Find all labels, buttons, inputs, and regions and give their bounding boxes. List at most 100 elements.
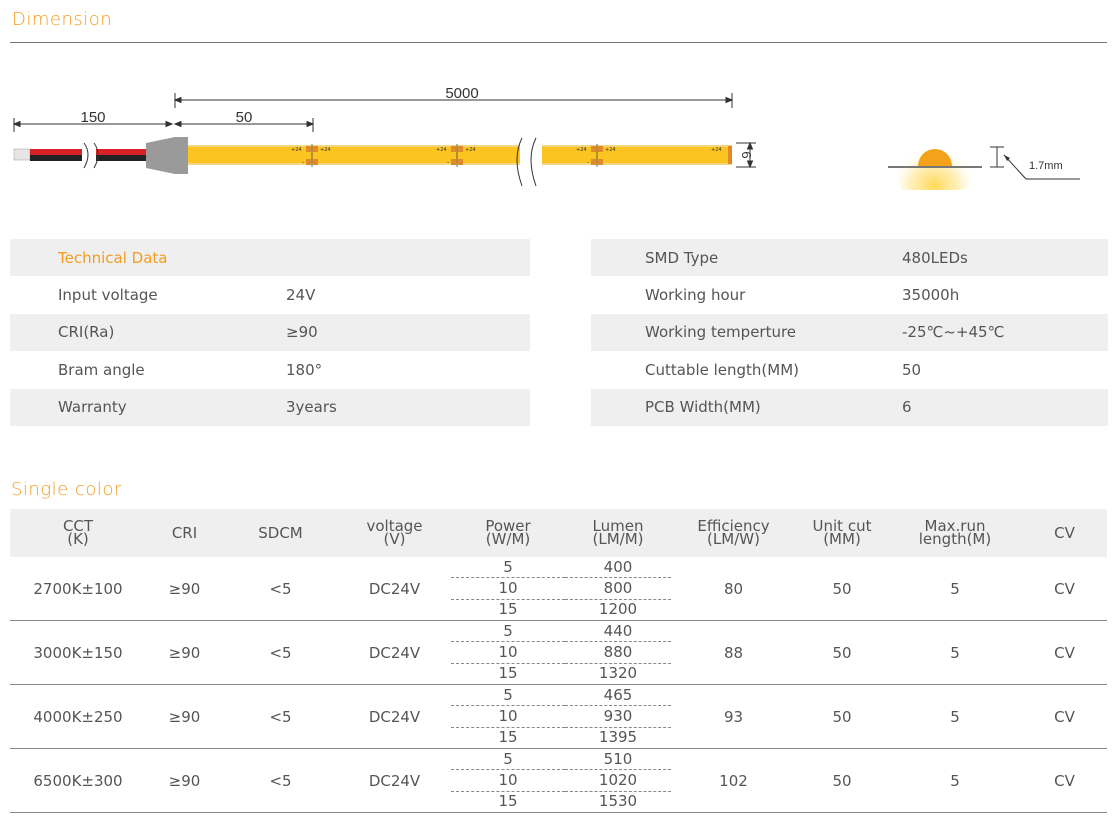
cut-pad: +24 +24- (436, 144, 476, 167)
strip-width-label: 6 (739, 151, 754, 158)
table-header-row: CCT (K) CRI SDCM voltage (V) Power (W/M) Lumen (L… (10, 509, 1107, 557)
pad-plus-label: +24 (291, 147, 302, 153)
single-color-table: CCT (K) CRI SDCM voltage (V) Power (W/M) Lumen (L… (10, 509, 1107, 813)
spec-value: 35000h (902, 286, 960, 305)
lumen-cell: 510 1020 1530 (565, 749, 671, 813)
voltage-cell: DC24V (368, 707, 421, 726)
unit-cut-cell: 50 (832, 771, 852, 790)
sdcm-cell: <5 (269, 771, 292, 790)
spec-row: Cuttable length(MM) 50 (591, 351, 1108, 388)
power-value: 15 (451, 662, 565, 684)
efficiency-cell: 93 (723, 707, 744, 726)
lumen-cell: 465 930 1395 (565, 685, 671, 749)
column-header-line1: Unit cut (812, 517, 872, 535)
pad-plus-label: +24 (320, 147, 331, 153)
spec-value: 6 (902, 388, 1108, 426)
voltage-cell: DC24V (368, 643, 421, 662)
lumen-value: 1200 (565, 598, 671, 620)
phosphor-dome (918, 149, 952, 166)
spec-value: 3years (286, 388, 530, 426)
column-header-line1: SDCM (258, 523, 303, 542)
max-run-cell: 5 (950, 643, 960, 662)
spec-value: ≥90 (286, 313, 530, 352)
pad-plus-label: +24 (711, 147, 722, 153)
pad-minus-label: - (587, 159, 589, 166)
max-run-cell: 5 (950, 771, 960, 790)
max-run-cell: 5 (950, 579, 960, 598)
column-header-line2: (K) (67, 530, 89, 548)
sdcm-cell: <5 (269, 579, 292, 598)
power-value: 5 (503, 621, 513, 640)
spec-label: Bram angle (58, 360, 145, 379)
pad-plus-label: +24 (605, 147, 616, 153)
cv-cell: CV (1054, 707, 1075, 726)
power-value: 10 (451, 769, 565, 790)
efficiency-cell: 88 (723, 643, 744, 662)
column-header: Power (W/M) (451, 509, 565, 557)
spec-value: 480LEDs (902, 239, 1108, 277)
voltage-cell: DC24V (368, 771, 421, 790)
spec-value: 180° (286, 360, 323, 379)
spec-label: CRI(Ra) (10, 313, 286, 352)
lumen-value: 440 (603, 621, 633, 640)
power-value: 15 (451, 790, 565, 812)
column-header-line1: CCT (62, 517, 94, 535)
spec-row: Input voltage 24V (10, 276, 530, 313)
efficiency-cell: 80 (723, 579, 744, 598)
spec-value: 24V (286, 286, 316, 305)
table-row: 6500K±300 ≥90 <5 DC24V 5 10 15 510 1020 1530 102 50… (10, 749, 1107, 813)
spec-label: Cuttable length(MM) (645, 360, 800, 379)
cct-cell: 4000K±250 (33, 707, 123, 726)
efficiency-cell: 102 (719, 771, 748, 790)
lumen-value: 1530 (565, 790, 671, 812)
pad-minus-label: - (447, 159, 449, 166)
technical-data-heading: Technical Data (10, 239, 530, 277)
cut-pad: +24 +24- (291, 144, 331, 167)
lumen-cell: 440 880 1320 (565, 621, 671, 685)
wire-length-label: 150 (80, 109, 105, 126)
column-header: CV (1022, 509, 1107, 557)
lumen-value: 510 (603, 749, 633, 768)
power-cell: 5 10 15 (451, 557, 565, 621)
power-value: 5 (503, 749, 513, 768)
spec-row: Warranty 3years (10, 388, 530, 426)
cut-length-label: 50 (236, 109, 253, 126)
spec-label: Working temperture (591, 313, 902, 352)
column-header: Unit cut (MM) (796, 509, 888, 557)
overall-length-label: 5000 (445, 85, 478, 102)
column-header-line1: CRI (171, 523, 198, 542)
strip-dimension-drawing: 5000 150 50 6 +24 +24-+24 +24-+24 +24-+24 (12, 85, 756, 188)
spec-row: Working temperture -25℃~+45℃ (591, 313, 1108, 352)
lumen-value: 930 (565, 705, 671, 726)
cct-cell: 6500K±300 (33, 771, 123, 790)
cct-cell: 2700K±100 (33, 579, 123, 598)
cross-section-drawing: 1.7mm (888, 122, 1080, 190)
title-divider (10, 42, 1107, 43)
wire-lead (13, 142, 148, 169)
cut-pads: +24 +24-+24 +24-+24 +24-+24 (291, 144, 722, 167)
column-header-line1: voltage (366, 517, 423, 535)
spec-row: Working hour 35000h (591, 276, 1108, 313)
column-header-line2: (LM/W) (707, 530, 760, 548)
single-color-title: Single color (11, 479, 122, 500)
spec-row-heading: Technical Data (10, 239, 530, 277)
spec-label: Working hour (645, 286, 746, 305)
lumen-value: 1395 (565, 726, 671, 748)
power-value: 10 (451, 577, 565, 598)
column-header-line1: Max.run (924, 517, 986, 535)
power-value: 5 (503, 685, 513, 704)
technical-data-right: SMD Type 480LEDs Working hour 35000h Wor… (591, 239, 1108, 426)
unit-cut-cell: 50 (832, 707, 852, 726)
spec-label: SMD Type (591, 239, 902, 277)
lumen-value: 800 (565, 577, 671, 598)
technical-data-left: Technical Data Input voltage 24V CRI(Ra)… (10, 239, 530, 426)
unit-cut-cell: 50 (832, 579, 852, 598)
table-row: 2700K±100 ≥90 <5 DC24V 5 10 15 400 800 1200 80 50 5 C… (10, 557, 1107, 621)
power-cell: 5 10 15 (451, 685, 565, 749)
pcb-base (888, 166, 982, 168)
column-header-line2: (MM) (823, 530, 861, 548)
voltage-cell: DC24V (368, 579, 421, 598)
column-header: Lumen (LM/M) (565, 509, 671, 557)
spec-row: SMD Type 480LEDs (591, 239, 1108, 277)
sdcm-cell: <5 (269, 643, 292, 662)
